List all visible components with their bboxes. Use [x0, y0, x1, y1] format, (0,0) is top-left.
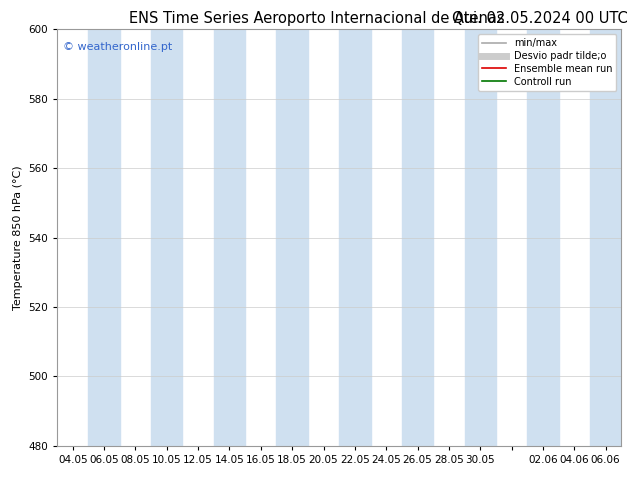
Text: © weatheronline.pt: © weatheronline.pt — [63, 42, 172, 52]
Bar — [88, 29, 120, 446]
Text: Qui. 02.05.2024 00 UTC: Qui. 02.05.2024 00 UTC — [452, 11, 628, 26]
Bar — [527, 29, 559, 446]
Bar — [151, 29, 183, 446]
Bar — [214, 29, 245, 446]
Bar — [402, 29, 433, 446]
Bar — [465, 29, 496, 446]
Bar — [590, 29, 621, 446]
Legend: min/max, Desvio padr tilde;o, Ensemble mean run, Controll run: min/max, Desvio padr tilde;o, Ensemble m… — [478, 34, 616, 91]
Y-axis label: Temperature 850 hPa (°C): Temperature 850 hPa (°C) — [13, 165, 23, 310]
Bar — [339, 29, 370, 446]
Text: ENS Time Series Aeroporto Internacional de Atenas: ENS Time Series Aeroporto Internacional … — [129, 11, 505, 26]
Bar — [276, 29, 308, 446]
